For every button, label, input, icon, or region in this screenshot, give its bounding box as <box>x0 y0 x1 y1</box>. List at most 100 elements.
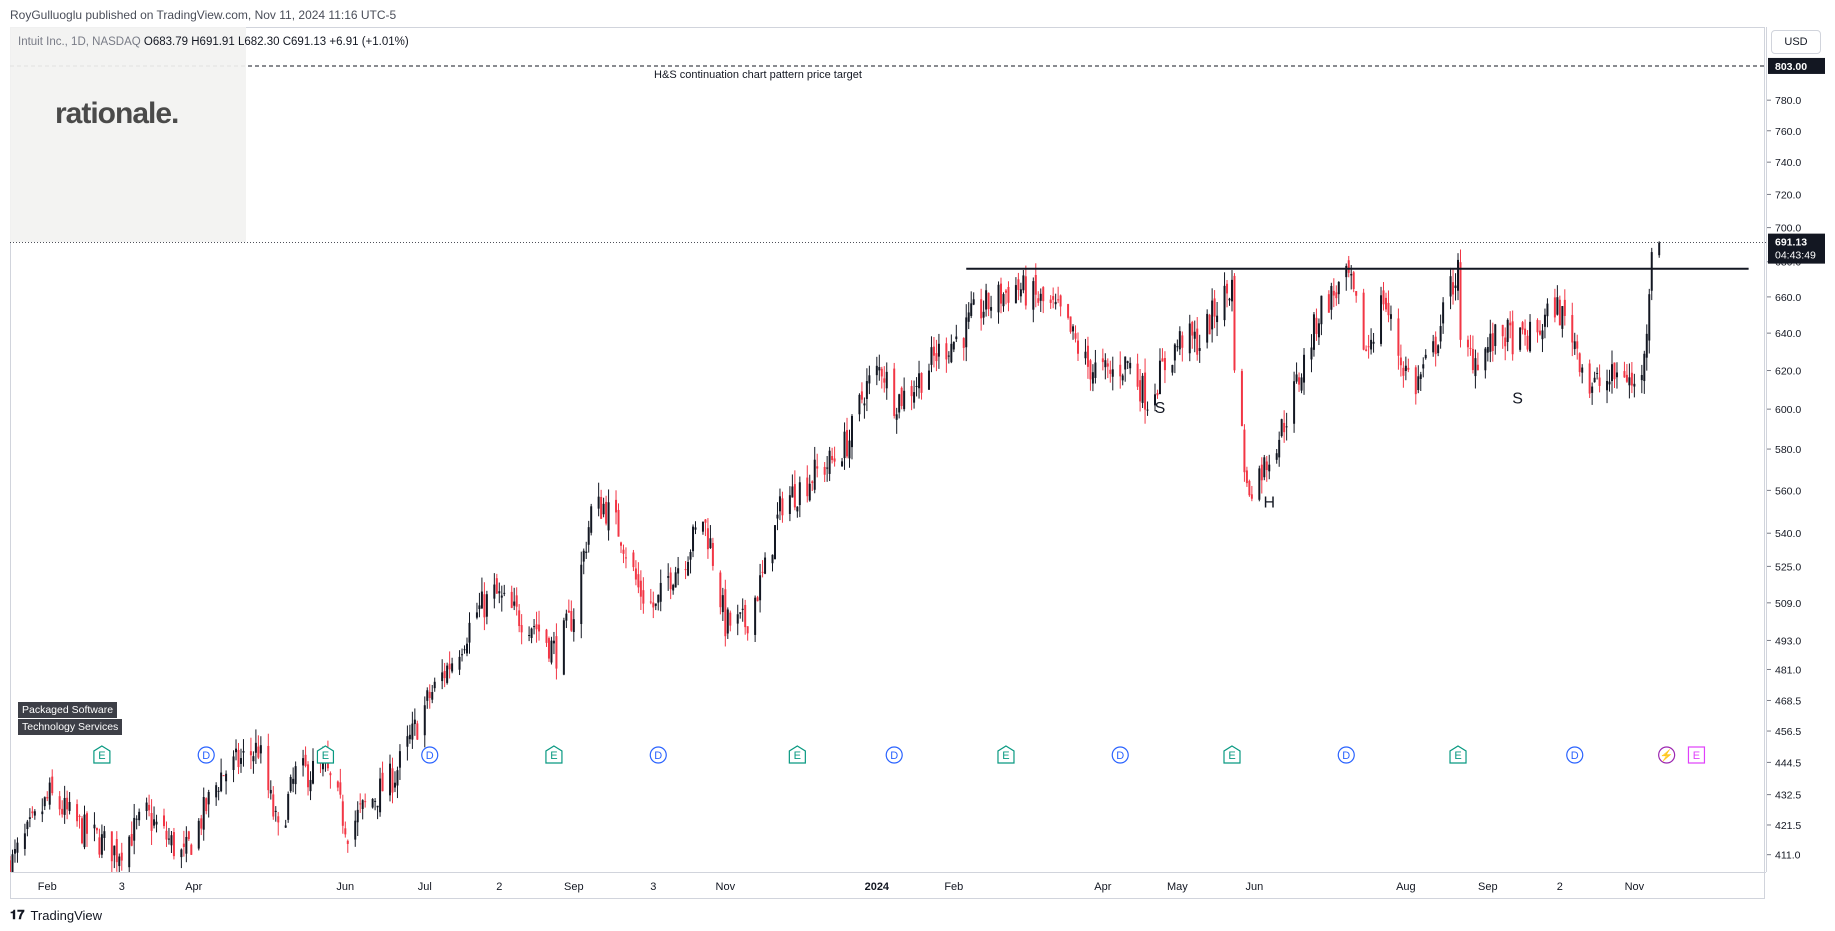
candle-body <box>200 818 203 829</box>
price-chart[interactable]: H&S continuation chart pattern price tar… <box>9 27 1766 894</box>
x-tick-label: Sep <box>1478 881 1498 893</box>
candle-body <box>478 605 481 610</box>
split-icon: ⚡ <box>1658 746 1676 764</box>
target-price-value: 803.00 <box>1775 61 1807 73</box>
candle <box>1553 288 1556 323</box>
candle <box>242 739 245 767</box>
candle-body <box>687 561 690 576</box>
candle-body <box>1213 298 1216 317</box>
candle <box>1067 303 1070 320</box>
candle <box>292 767 295 793</box>
candle-body <box>344 828 347 835</box>
candle <box>515 587 518 616</box>
candle <box>711 537 714 571</box>
candle <box>1588 359 1591 399</box>
sector-badge[interactable]: Packaged Software <box>18 702 118 718</box>
candle <box>423 696 426 748</box>
candle-body <box>555 636 558 669</box>
candle <box>115 831 118 872</box>
x-tick-label: Jun <box>1245 881 1263 893</box>
candle <box>850 414 853 460</box>
candle <box>510 585 513 609</box>
candle <box>23 823 26 856</box>
industry-badge[interactable]: Technology Services <box>18 719 123 735</box>
candle <box>920 372 923 400</box>
candle-body <box>1263 457 1266 478</box>
candle <box>237 742 240 775</box>
candle <box>1578 352 1581 377</box>
y-tick-label: 660.0 <box>1775 292 1801 304</box>
candle <box>1452 268 1455 305</box>
candle <box>336 780 339 792</box>
candle-body <box>726 609 729 634</box>
candle <box>1258 465 1261 502</box>
candle <box>1511 310 1514 361</box>
candle-body <box>622 549 625 554</box>
candle <box>1163 351 1166 384</box>
candle-body <box>475 612 478 618</box>
currency-button[interactable]: USD <box>1771 30 1821 54</box>
candle-body <box>1355 291 1358 296</box>
candle <box>1019 282 1022 303</box>
candle <box>706 518 709 559</box>
candle-body <box>1347 260 1350 273</box>
candle-body <box>515 595 518 607</box>
candle-body <box>232 756 235 770</box>
candle-body <box>1370 339 1373 350</box>
candle <box>28 808 31 828</box>
candle <box>1414 365 1417 405</box>
candle-body <box>446 665 449 683</box>
candle-body <box>1538 330 1541 335</box>
candle <box>617 503 620 537</box>
candle-body <box>898 394 901 413</box>
candle-body <box>1402 367 1405 376</box>
candle-body <box>724 589 727 637</box>
candle <box>1449 267 1452 310</box>
candle <box>1295 362 1298 384</box>
tradingview-brand[interactable]: 𝟏𝟕 TradingView <box>10 907 102 923</box>
candle <box>371 798 374 809</box>
candle-body <box>215 785 218 798</box>
candle <box>726 607 729 639</box>
y-tick-label: 509.0 <box>1775 598 1801 610</box>
candle <box>222 775 225 777</box>
candle-body <box>811 481 814 483</box>
x-tick-label: Feb <box>944 881 963 893</box>
candle-body <box>374 800 377 802</box>
candle-body <box>1506 319 1509 343</box>
time-axis[interactable]: Feb 3 Apr Jun Jul 2 Sep 3 Nov 2024 Feb Apr May Jun Aug… <box>10 872 1766 900</box>
candle <box>267 733 270 799</box>
candle <box>1171 364 1174 376</box>
candle <box>1469 334 1472 356</box>
candle <box>1091 364 1094 392</box>
candle-body <box>600 496 603 519</box>
candle-body <box>379 778 382 813</box>
candle <box>1173 343 1176 374</box>
candle-body <box>93 824 96 829</box>
candle-body <box>1181 335 1184 348</box>
candle-body <box>329 773 332 776</box>
candle <box>1606 369 1609 404</box>
candle-body <box>846 430 849 457</box>
candle <box>1034 263 1037 308</box>
candle-body <box>1156 392 1159 396</box>
candle-body <box>85 813 88 834</box>
candle-body <box>254 742 257 753</box>
candle-body <box>78 815 81 817</box>
candle-body <box>1611 364 1614 382</box>
price-axis[interactable]: 411.0 421.5 432.5 444.5 456.5 468.5 481.0 493.0… <box>1766 27 1827 872</box>
candle <box>1178 326 1181 356</box>
candle <box>1312 312 1315 357</box>
candle <box>1558 295 1561 326</box>
plot-area[interactable]: H&S continuation chart pattern price tar… <box>9 27 1766 894</box>
dividend-icon: D <box>197 746 215 764</box>
candle <box>379 767 382 817</box>
candle <box>1111 356 1114 391</box>
event-marker-shape <box>1337 746 1355 764</box>
candle-body <box>468 622 471 643</box>
candle <box>391 757 394 804</box>
candle-body <box>990 307 993 311</box>
candle <box>538 610 541 641</box>
candle-body <box>61 808 64 815</box>
candle <box>197 818 200 851</box>
